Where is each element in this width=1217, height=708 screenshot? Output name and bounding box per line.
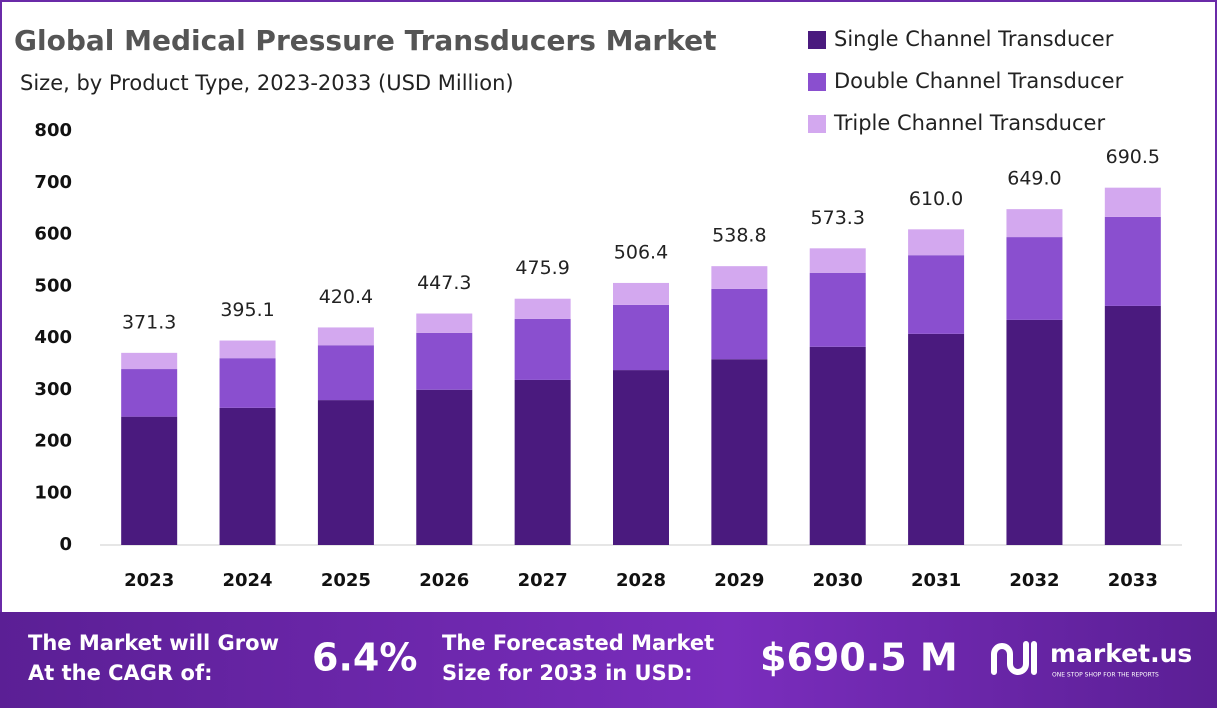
bar-segment	[121, 352, 178, 370]
total-label: 447.3	[417, 272, 471, 294]
y-tick-label: 200	[34, 431, 72, 452]
bar-segment	[514, 318, 571, 380]
bar-segment	[514, 298, 571, 319]
bar-segment	[809, 248, 866, 273]
bar-segment	[121, 369, 178, 417]
x-tick-label: 2026	[419, 570, 469, 591]
total-label: 649.0	[1007, 168, 1061, 190]
legend-swatch	[808, 73, 826, 91]
x-tick-label: 2024	[222, 570, 272, 591]
footer-text: The Forecasted Market	[442, 631, 714, 655]
footer-band	[0, 612, 1217, 708]
x-tick-label: 2030	[813, 570, 863, 591]
forecast-value: $690.5 M	[760, 636, 958, 680]
bar-segment	[121, 416, 178, 545]
bar-segment	[1006, 237, 1063, 320]
tagline: ONE STOP SHOP FOR THE REPORTS	[1052, 672, 1159, 679]
y-tick-label: 800	[34, 120, 72, 141]
bar-segment	[416, 332, 473, 390]
y-tick-label: 700	[34, 172, 72, 193]
y-tick-label: 300	[34, 379, 72, 400]
total-label: 506.4	[614, 241, 668, 263]
footer: The Market will Grow At the CAGR of: 6.4…	[28, 631, 1192, 685]
bar-segment	[317, 400, 374, 545]
bar-segment	[613, 370, 669, 545]
bar-segment	[1104, 187, 1161, 217]
footer-text: At the CAGR of:	[28, 661, 213, 685]
bar-segment	[416, 313, 473, 333]
cagr-value: 6.4%	[312, 636, 417, 680]
legend-swatch	[808, 115, 826, 133]
x-tick-label: 2031	[911, 570, 961, 591]
x-tick-label: 2025	[321, 570, 371, 591]
y-tick-label: 600	[34, 224, 72, 245]
bar-segment	[711, 266, 768, 289]
bar-segment	[317, 327, 374, 346]
bar-segment	[908, 229, 965, 256]
legend-label: Single Channel Transducer	[834, 27, 1114, 51]
total-label: 610.0	[909, 188, 963, 210]
chart-title: Global Medical Pressure Transducers Mark…	[14, 24, 717, 57]
bar-segment	[1104, 216, 1161, 306]
x-tick-label: 2033	[1108, 570, 1158, 591]
footer-text: Size for 2033 in USD:	[442, 661, 693, 685]
total-label: 475.9	[515, 257, 569, 279]
total-label: 690.5	[1106, 146, 1160, 168]
y-tick-label: 400	[34, 327, 72, 348]
bar-segment	[908, 255, 965, 334]
total-label: 538.8	[712, 225, 766, 247]
bar-segment	[317, 345, 374, 401]
bar-segment	[219, 340, 276, 359]
chart-subtitle: Size, by Product Type, 2023-2033 (USD Mi…	[20, 71, 514, 95]
bar-segment	[613, 304, 669, 371]
bar-segment	[809, 346, 866, 545]
y-tick-label: 500	[34, 275, 72, 296]
total-label: 371.3	[122, 311, 176, 333]
footer-text: The Market will Grow	[28, 631, 279, 655]
bar-segment	[809, 272, 866, 347]
x-tick-label: 2032	[1009, 570, 1059, 591]
bar-segment	[1104, 305, 1161, 545]
legend-swatch	[808, 31, 826, 49]
x-tick-label: 2027	[518, 570, 568, 591]
bar-segment	[711, 288, 768, 360]
x-tick-label: 2023	[124, 570, 174, 591]
bar-segment	[1006, 319, 1063, 545]
total-label: 420.4	[319, 286, 373, 308]
bar-segment	[416, 389, 473, 545]
bar-segment	[908, 333, 965, 545]
bar-segment	[613, 282, 669, 305]
y-tick-label: 100	[34, 482, 72, 503]
brand: market.us	[1050, 639, 1192, 668]
logo-icon	[991, 641, 1037, 675]
total-label: 395.1	[220, 299, 274, 321]
legend-label: Triple Channel Transducer	[833, 111, 1105, 135]
bar-segment	[219, 407, 276, 545]
x-tick-label: 2028	[616, 570, 666, 591]
total-label: 573.3	[811, 207, 865, 229]
y-tick-label: 0	[59, 534, 72, 555]
legend-label: Double Channel Transducer	[834, 69, 1124, 93]
bar-segment	[219, 358, 276, 408]
x-tick-label: 2029	[714, 570, 764, 591]
bar-segment	[514, 379, 571, 545]
bar-segment	[711, 359, 768, 545]
bar-segment	[1006, 209, 1063, 238]
